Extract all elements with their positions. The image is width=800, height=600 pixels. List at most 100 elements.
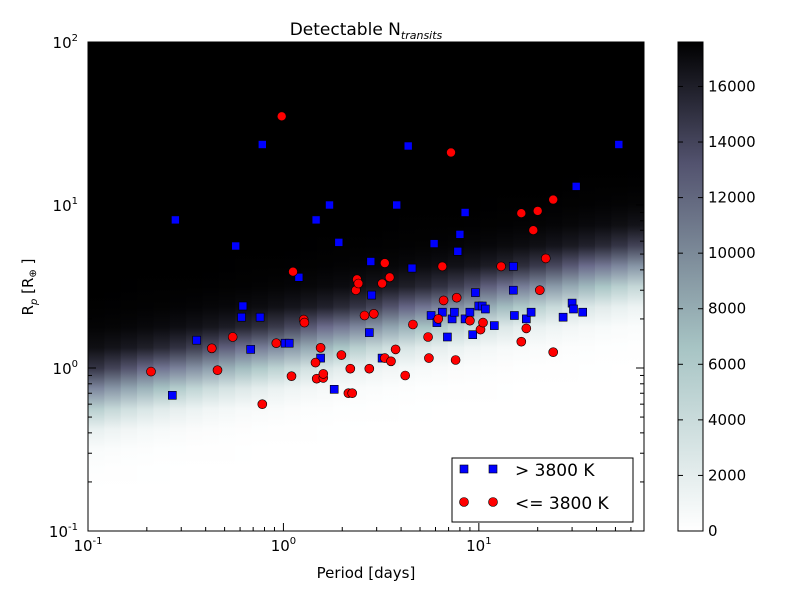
legend-label-cool: <= 3800 K	[515, 494, 610, 514]
colorbar-tick-label: 12000	[708, 189, 756, 207]
data-point-hot	[367, 290, 377, 300]
data-point-hot	[453, 247, 463, 256]
y-tick-label: 10-1	[49, 522, 78, 541]
data-point-hot	[569, 304, 578, 314]
x-tick-label: 101	[466, 536, 491, 555]
data-point-hot	[468, 330, 478, 340]
data-point-cool	[521, 323, 532, 334]
data-point-hot	[366, 257, 376, 266]
x-tick-label: 100	[271, 536, 296, 555]
background-column	[300, 42, 318, 531]
data-point-cool	[534, 285, 545, 296]
data-point-cool	[451, 292, 462, 303]
legend-marker-cool-1	[459, 497, 469, 507]
chart-title-main: Detectable N	[290, 20, 401, 40]
data-point-hot	[510, 311, 519, 320]
background-column	[496, 42, 514, 531]
data-point-cool	[446, 147, 456, 158]
background-column	[611, 42, 629, 531]
data-point-cool	[532, 206, 543, 216]
data-point-cool	[379, 258, 390, 268]
data-point-cool	[359, 310, 370, 321]
data-point-cool	[496, 261, 506, 272]
data-point-hot	[246, 345, 255, 354]
y-tick-label: 100	[53, 359, 78, 378]
colorbar-tick-label: 8000	[708, 300, 746, 318]
x-tick-label: 10-1	[73, 536, 102, 555]
data-point-cool	[207, 343, 217, 354]
legend-label-hot: > 3800 K	[515, 461, 595, 481]
data-point-cool	[318, 369, 329, 379]
data-point-cool	[548, 194, 559, 205]
data-point-hot	[334, 238, 344, 247]
data-markers	[146, 111, 624, 410]
data-point-hot	[526, 307, 536, 317]
data-point-hot	[364, 328, 374, 337]
data-point-cool	[433, 314, 444, 324]
background-column	[545, 42, 563, 531]
data-point-cool	[424, 353, 434, 363]
data-point-cool	[276, 111, 287, 122]
data-point-cool	[390, 344, 401, 355]
y-axis-label-unit: ⊕	[28, 269, 39, 277]
data-point-hot	[471, 288, 480, 297]
data-point-cool	[315, 342, 326, 353]
data-point-hot	[311, 215, 321, 225]
data-point-hot	[171, 215, 180, 225]
colorbar-tick-label: 4000	[708, 411, 746, 429]
data-point-hot	[455, 230, 465, 239]
data-point-cool	[345, 363, 356, 374]
colorbar-ticks: 0 2000 4000 6000 8000 10000 12000 14000 16000	[678, 77, 756, 540]
y-axis-label-bracket: [R	[19, 278, 37, 294]
background-column	[464, 42, 482, 531]
background-column	[88, 42, 105, 531]
data-point-cool	[257, 399, 268, 410]
background-column	[333, 42, 351, 531]
colorbar-tick-label: 0	[708, 522, 718, 540]
background-column	[202, 42, 220, 531]
colorbar-tick-label: 16000	[708, 77, 756, 95]
data-point-hot	[508, 262, 518, 271]
background-column	[447, 42, 465, 531]
background-column	[153, 42, 171, 531]
data-point-cool	[386, 356, 396, 367]
data-point-hot	[571, 182, 581, 191]
colorbar-tick-label: 2000	[708, 466, 746, 484]
colorbar: 0 2000 4000 6000 8000 10000 12000 14000 16000	[677, 41, 756, 540]
background-column	[267, 42, 285, 531]
background-column	[562, 42, 580, 531]
data-point-cool	[377, 278, 387, 289]
data-point-hot	[558, 312, 568, 322]
data-point-hot	[238, 301, 248, 311]
legend-box	[451, 457, 634, 523]
data-point-cool	[540, 253, 551, 264]
data-point-hot	[489, 321, 499, 330]
background-column	[578, 42, 596, 531]
data-point-cool	[212, 365, 223, 376]
x-axis-label: Period [days]	[317, 564, 416, 582]
data-point-hot	[521, 314, 531, 324]
data-point-cool	[368, 308, 379, 319]
data-point-hot	[237, 312, 246, 322]
background-column	[480, 42, 498, 531]
data-point-hot	[192, 335, 201, 345]
background-column	[235, 42, 253, 531]
data-point-cool	[364, 363, 375, 374]
data-point-hot	[407, 263, 417, 273]
y-axis-label-main: R	[19, 305, 37, 315]
data-point-hot	[460, 208, 470, 217]
legend: > 3800 K <= 3800 K	[451, 457, 634, 523]
data-point-cool	[347, 388, 358, 399]
data-point-hot	[450, 307, 459, 317]
background-column	[398, 42, 416, 531]
data-point-cool	[310, 357, 321, 368]
background-column	[513, 42, 531, 531]
colorbar-tick-label: 10000	[708, 244, 756, 262]
background-column	[366, 42, 383, 531]
colorbar-tick-label: 14000	[708, 133, 756, 151]
data-point-cool	[408, 319, 418, 330]
data-point-hot	[429, 239, 439, 248]
data-point-hot	[403, 141, 413, 151]
plot-background	[88, 42, 644, 531]
